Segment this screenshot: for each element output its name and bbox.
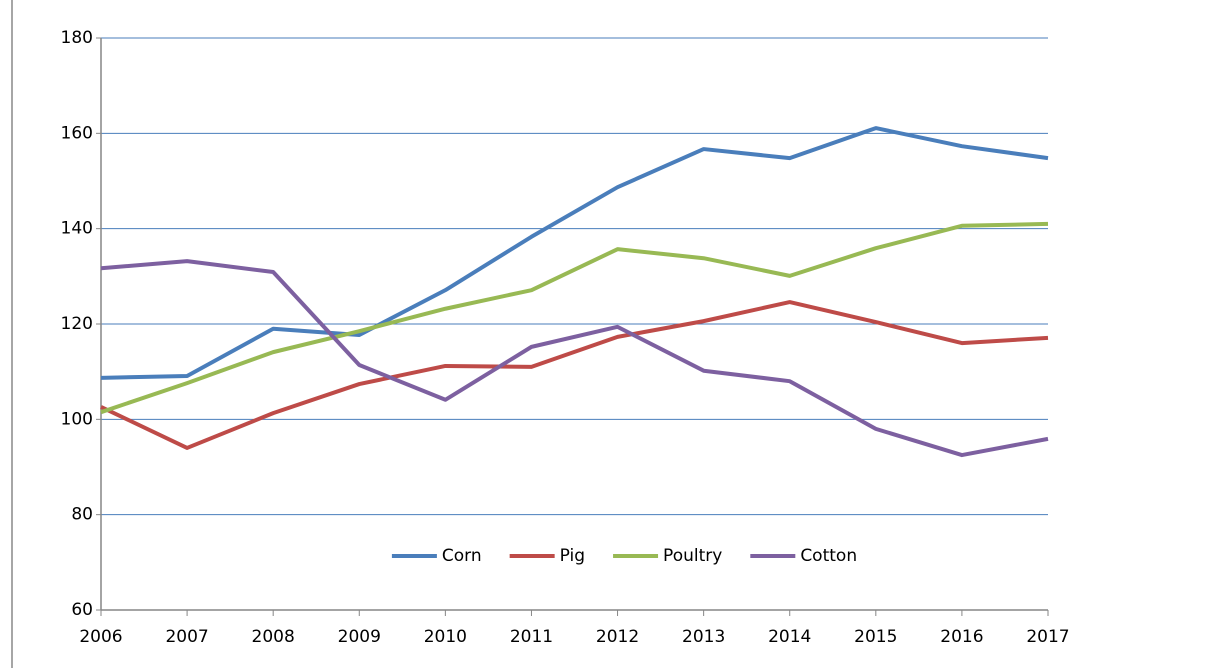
- x-tick-label: 2007: [165, 627, 208, 647]
- x-tick-label: 2016: [940, 627, 983, 647]
- legend-label: Poultry: [663, 546, 722, 566]
- series-line: [100, 221, 1049, 415]
- legend-label: Corn: [442, 546, 482, 566]
- legend-label: Cotton: [800, 546, 857, 566]
- series-line: [100, 126, 1049, 380]
- series-line: [100, 259, 1049, 458]
- x-tick-label: 2014: [768, 627, 811, 647]
- x-tick-label: 2006: [79, 627, 122, 647]
- x-tick-label: 2010: [424, 627, 467, 647]
- x-tick-label: 2017: [1026, 627, 1069, 647]
- y-tick-label: 120: [61, 314, 93, 334]
- x-tick-label: 2009: [338, 627, 381, 647]
- series-line: [100, 300, 1049, 450]
- legend-label: Pig: [560, 546, 585, 566]
- x-tick-label: 2013: [682, 627, 725, 647]
- x-tick-label: 2015: [854, 627, 897, 647]
- y-tick-label: 140: [61, 219, 93, 239]
- y-tick-label: 180: [61, 28, 93, 48]
- y-tick-label: 160: [61, 123, 93, 143]
- x-tick-label: 2011: [510, 627, 553, 647]
- x-tick-label: 2012: [596, 627, 639, 647]
- y-tick-label: 60: [71, 600, 93, 620]
- x-tick-label: 2008: [252, 627, 295, 647]
- y-tick-label: 100: [61, 409, 93, 429]
- y-tick-label: 80: [71, 505, 93, 525]
